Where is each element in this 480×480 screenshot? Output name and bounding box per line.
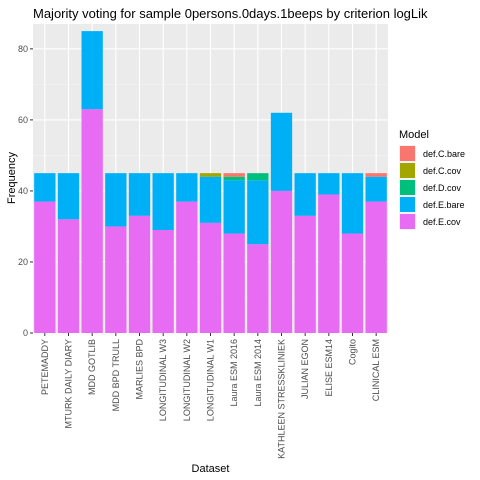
legend-key [400,163,415,178]
bar-segment [105,226,127,333]
y-tick-label: 0 [23,328,28,338]
bar-segment [223,233,245,333]
bar-segment [247,244,269,333]
bar-segment [247,173,269,181]
bar-segment [341,233,364,333]
legend-key [400,214,415,229]
bar-segment [223,180,245,234]
legend-label: def.C.cov [423,166,462,176]
legend-key [400,146,415,161]
bar-segment [105,173,127,227]
bar-segment [199,222,222,333]
bar-segment [57,173,80,220]
bar-segment [365,173,387,177]
bar-segment [81,109,103,333]
x-tick-label: JULIAN EGON [300,339,310,399]
y-tick-label: 80 [18,44,28,54]
bar-segment [318,173,340,195]
bar-segment [34,173,56,202]
legend-label: def.D.cov [423,183,462,193]
bar-segment [341,173,364,234]
x-tick-label: MTURK DAILY DIARY [64,339,74,429]
legend-title: Model [399,129,429,141]
bar-segment [176,173,198,202]
bar-segment [270,112,293,191]
x-tick-label: Laura ESM 2016 [229,339,239,407]
y-tick-label: 60 [18,115,28,125]
x-axis-title: Dataset [192,463,230,475]
legend-label: def.E.bare [423,200,465,210]
y-axis-title: Frequency [6,152,18,204]
x-tick-label: LONGITUDINAL W1 [206,339,216,421]
x-tick-label: KATHLEEN STRESSKLINIEK [277,339,287,459]
legend-label: def.E.cov [423,217,461,227]
x-tick-label: LONGITUDINAL W3 [158,339,168,421]
bars [34,31,387,333]
legend: Model def.C.bare def.C.cov def.D.cov def.E.… [399,129,465,230]
y-tick-label: 20 [18,257,28,267]
bar-segment [199,173,222,177]
legend-label: def.C.bare [423,149,465,159]
bar-segment [247,180,269,245]
y-axis: 0 20 40 60 80 [18,44,33,338]
bar-segment [57,219,80,333]
x-tick-label: MARLIES BPD [135,339,145,400]
x-tick-label: Laura ESM 2014 [253,339,263,407]
bar-segment [128,173,151,216]
bar-segment [128,215,151,333]
bar-segment [223,173,245,177]
bar-segment [365,176,387,202]
bar-segment [294,173,316,216]
x-tick-label: PETEMADDY [40,339,50,395]
legend-key [400,180,415,195]
bar-segment [152,173,174,230]
x-tick-label: LONGITUDINAL W2 [182,339,192,421]
bar-segment [294,215,316,333]
legend-key [400,197,415,212]
bar-segment [223,176,245,181]
x-tick-label: Cogito [348,339,358,365]
bar-segment [81,31,103,110]
x-tick-label: MDD GOTLIB [87,339,97,395]
bar-segment [152,230,174,333]
bar-segment [270,190,293,333]
bar-segment [176,201,198,333]
bar-segment [34,201,56,333]
x-tick-label: MDD BPD TRULL [111,339,121,411]
chart-title: Majority voting for sample 0persons.0day… [33,6,428,21]
bar-segment [199,176,222,223]
x-axis: PETEMADDY MTURK DAILY DIARY MDD GOTLIB MDD … [40,333,381,459]
x-tick-label: CLINICAL ESM [371,339,381,401]
bar-segment [365,201,387,333]
bar-segment [318,194,340,333]
x-tick-label: ELISE ESM14 [324,339,334,397]
y-tick-label: 40 [18,186,28,196]
